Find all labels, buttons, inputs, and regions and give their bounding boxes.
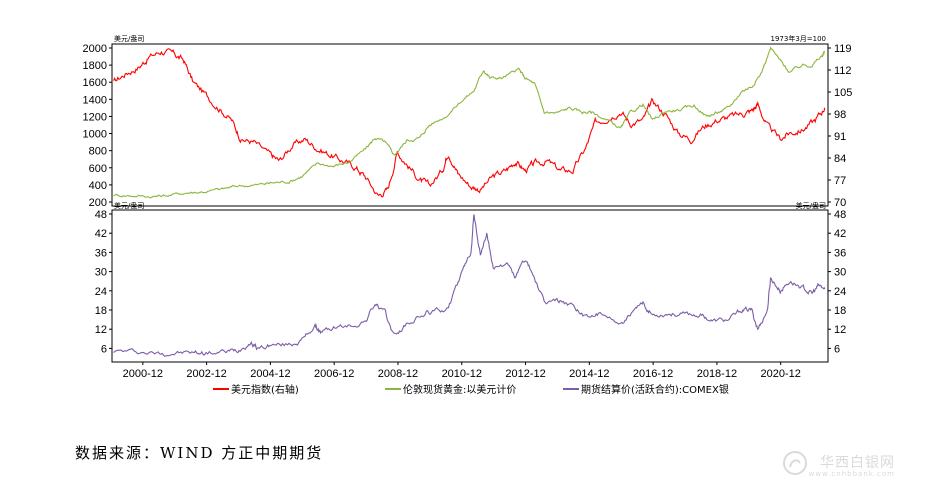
x-tick-label: 2006-12 bbox=[314, 368, 354, 380]
top-left-tick-label: 2000 bbox=[83, 43, 107, 55]
x-tick-label: 2002-12 bbox=[186, 368, 226, 380]
top-left-tick-label: 1200 bbox=[83, 111, 107, 123]
bottom-left-tick-label: 48 bbox=[95, 209, 107, 221]
bottom-left-tick-label: 18 bbox=[95, 305, 107, 317]
bottom-right-tick-label: 36 bbox=[834, 247, 846, 259]
top-right-tick-label: 105 bbox=[834, 87, 852, 99]
x-tick-label: 2004-12 bbox=[250, 368, 290, 380]
bottom-left-tick-label: 42 bbox=[95, 228, 107, 240]
top-left-tick-label: 1800 bbox=[83, 60, 107, 72]
x-tick-label: 2020-12 bbox=[761, 368, 801, 380]
top-left-tick-label: 1000 bbox=[83, 129, 107, 141]
bottom-right-tick-label: 42 bbox=[834, 228, 846, 240]
x-tick-label: 2000-12 bbox=[123, 368, 163, 380]
x-tick-label: 2018-12 bbox=[697, 368, 737, 380]
top-right-tick-label: 70 bbox=[834, 197, 846, 209]
top-left-tick-label: 400 bbox=[89, 180, 107, 192]
top-left-unit: 美元/盎司 bbox=[114, 34, 144, 43]
source-note: 数据来源：WIND 方正中期期货 bbox=[75, 444, 324, 462]
legend-label-0: 美元指数(右轴) bbox=[231, 383, 299, 396]
top-right-unit: 1973年3月=100 bbox=[771, 34, 827, 43]
x-tick-label: 2010-12 bbox=[442, 368, 482, 380]
bottom-right-tick-label: 12 bbox=[834, 324, 846, 336]
bottom-left-tick-label: 36 bbox=[95, 247, 107, 259]
bottom-right-tick-label: 30 bbox=[834, 267, 846, 279]
x-tick-label: 2012-12 bbox=[505, 368, 545, 380]
bottom-right-tick-label: 18 bbox=[834, 305, 846, 317]
top-right-tick-label: 98 bbox=[834, 109, 846, 121]
series-line-silver bbox=[113, 214, 826, 358]
top-panel-frame bbox=[111, 43, 829, 207]
bottom-left-tick-label: 6 bbox=[101, 343, 107, 355]
top-left-tick-label: 1600 bbox=[83, 77, 107, 89]
bottom-left-tick-label: 12 bbox=[95, 324, 107, 336]
top-right-tick-label: 84 bbox=[834, 153, 846, 165]
series-line-0 bbox=[113, 48, 826, 198]
series-line-1 bbox=[113, 46, 826, 199]
bottom-left-tick-label: 30 bbox=[95, 267, 107, 279]
watermark-text: 华西白银网 bbox=[820, 455, 895, 471]
watermark-logo bbox=[783, 451, 807, 475]
top-left-tick-label: 600 bbox=[89, 163, 107, 175]
top-right-tick-label: 77 bbox=[834, 175, 846, 187]
legend-label-2: 期货结算价(活跃合约):COMEX银 bbox=[581, 383, 729, 396]
watermark-url: www.cnhbbank.com bbox=[808, 470, 895, 478]
x-tick-label: 2014-12 bbox=[569, 368, 609, 380]
bottom-panel-frame bbox=[111, 209, 829, 363]
bottom-left-unit: 美元/盎司 bbox=[114, 201, 144, 210]
top-right-tick-label: 91 bbox=[834, 131, 846, 143]
top-left-tick-label: 1400 bbox=[83, 94, 107, 106]
bottom-right-tick-label: 6 bbox=[834, 343, 840, 355]
legend-label-1: 伦敦现货黄金:以美元计价 bbox=[403, 383, 516, 396]
x-tick-label: 2016-12 bbox=[633, 368, 673, 380]
bottom-right-unit: 美元/盎司 bbox=[796, 201, 826, 210]
top-right-tick-label: 119 bbox=[834, 43, 852, 55]
top-right-tick-label: 112 bbox=[834, 65, 852, 77]
bottom-right-tick-label: 24 bbox=[834, 286, 846, 298]
bottom-right-tick-label: 48 bbox=[834, 209, 846, 221]
x-tick-label: 2008-12 bbox=[378, 368, 418, 380]
top-left-tick-label: 200 bbox=[89, 197, 107, 209]
bottom-left-tick-label: 24 bbox=[95, 286, 107, 298]
top-left-tick-label: 800 bbox=[89, 146, 107, 158]
